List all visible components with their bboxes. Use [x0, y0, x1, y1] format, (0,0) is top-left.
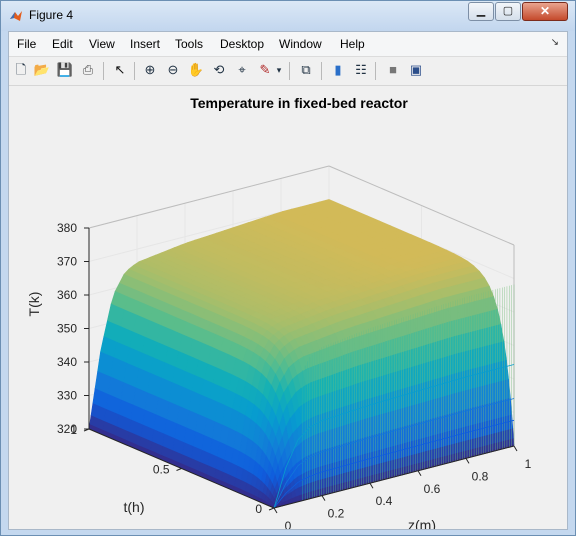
minimize-icon: ▁ [476, 5, 486, 17]
edit-plot-icon[interactable]: ↖ [114, 62, 126, 77]
z-tick-label: 370 [57, 255, 77, 269]
plot-area[interactable]: 0 0.2 0.4 0.6 0.8 1 0 0.5 1 320 330 340 350 360 370 380… [9, 86, 567, 529]
surface-patch [333, 474, 341, 486]
toolbar-separator [375, 62, 376, 80]
x-tick [369, 482, 374, 489]
link-plot-icon[interactable]: ⧉ [301, 62, 311, 77]
hide-plot-tools-icon[interactable]: ■ [389, 62, 397, 77]
x-tick [417, 470, 422, 477]
y-tick [268, 507, 275, 511]
z-tick-label: 350 [57, 322, 77, 336]
save-icon[interactable]: 💾 [56, 62, 74, 77]
x-tick-label: 0 [285, 519, 292, 529]
menu-desktop[interactable]: Desktop [220, 37, 265, 51]
data-cursor-icon[interactable]: ⌖ [238, 62, 246, 77]
rotate-3d-icon[interactable]: ⟲ [213, 62, 225, 77]
menu-insert[interactable]: Insert [130, 37, 161, 51]
axis-edge [88, 165, 330, 229]
figure-client-area: File Edit View Insert Tools Desktop Wind… [8, 31, 568, 530]
toolbar-separator [103, 62, 104, 80]
x-tick [465, 458, 470, 464]
y-tick-label: 0.5 [153, 463, 170, 477]
matlab-logo-icon [10, 11, 22, 21]
close-button[interactable]: ✕ [522, 2, 568, 21]
toolbar-separator [134, 62, 135, 80]
y-axis-label: t(h) [124, 499, 145, 515]
menu-overflow-arrow-icon[interactable]: ↘ [550, 37, 559, 48]
x-tick-label: 1 [525, 457, 532, 471]
maximize-icon: ▢ [502, 5, 514, 17]
surface-patch [339, 472, 347, 485]
mesh-line [273, 419, 515, 509]
y-tick-label: 1 [70, 423, 77, 437]
title-bar[interactable]: Figure 4 ▁ ▢ ✕ [1, 1, 575, 31]
menu-view[interactable]: View [89, 37, 115, 51]
x-tick-label: 0.4 [376, 494, 393, 508]
menu-tools[interactable]: Tools [175, 37, 204, 51]
z-tick-label: 320 [57, 422, 77, 436]
x-tick [321, 495, 326, 501]
maximize-button[interactable]: ▢ [495, 2, 521, 21]
x-tick [273, 507, 278, 514]
surface-patch [317, 478, 324, 491]
surface-patch [327, 475, 335, 488]
surface-patch [437, 414, 449, 435]
z-tick-label: 330 [57, 389, 77, 403]
window-title: Figure 4 [29, 8, 74, 22]
x-tick-label: 0.2 [328, 507, 345, 521]
show-plot-tools-icon[interactable]: ▣ [409, 62, 423, 77]
y-tick [176, 468, 182, 471]
pan-icon[interactable]: ✋ [187, 62, 205, 77]
mesh-line [273, 398, 515, 509]
z-tick-label: 380 [57, 221, 77, 235]
menu-file[interactable]: File [17, 37, 37, 51]
x-tick-label: 0.8 [472, 469, 489, 483]
print-icon[interactable]: ⎙ [82, 62, 94, 77]
x-tick-label: 0.6 [424, 482, 441, 496]
z-tick-label: 360 [57, 288, 77, 302]
surface-patches [88, 199, 515, 509]
zoom-in-icon[interactable]: ⊕ [144, 62, 156, 77]
figure-toolbar: 🗋 📂 💾 ⎙ ↖ ⊕ ⊖ ✋ ⟲ ⌖ ✎ ▾ ⧉ ▮ ☷ ■ ▣ [9, 57, 567, 86]
x-axis-label: z(m) [408, 517, 436, 529]
menu-window[interactable]: Window [279, 37, 322, 51]
axis-edge [328, 165, 515, 246]
zoom-out-icon[interactable]: ⊖ [167, 62, 179, 77]
x-axis-line [273, 445, 515, 509]
x-tick [513, 445, 518, 452]
menu-help[interactable]: Help [340, 37, 365, 51]
new-figure-icon[interactable]: 🗋 [15, 62, 27, 77]
close-icon: ✕ [539, 4, 551, 18]
menu-edit[interactable]: Edit [52, 37, 73, 51]
toolbar-separator [289, 62, 290, 80]
surface-patch [345, 470, 354, 483]
brush-icon[interactable]: ✎ [259, 62, 271, 77]
insert-legend-icon[interactable]: ☷ [355, 62, 367, 77]
toolbar-separator [321, 62, 322, 80]
plot-title: Temperature in fixed-bed reactor [190, 95, 408, 111]
surface-plot[interactable]: 00.20.40.60.8100.51320330340350360370380… [9, 86, 567, 529]
y-tick-label: 0 [255, 502, 262, 516]
surface-mesh-lines [273, 284, 515, 509]
brush-dropdown-icon[interactable]: ▾ [276, 65, 282, 75]
menu-bar: File Edit View Insert Tools Desktop Wind… [9, 32, 567, 57]
z-tick-label: 340 [57, 355, 77, 369]
insert-colorbar-icon[interactable]: ▮ [334, 62, 342, 77]
open-file-icon[interactable]: 📂 [33, 62, 51, 77]
minimize-button[interactable]: ▁ [468, 2, 494, 21]
z-axis-label: T(k) [26, 292, 42, 317]
mesh-line [273, 364, 515, 509]
